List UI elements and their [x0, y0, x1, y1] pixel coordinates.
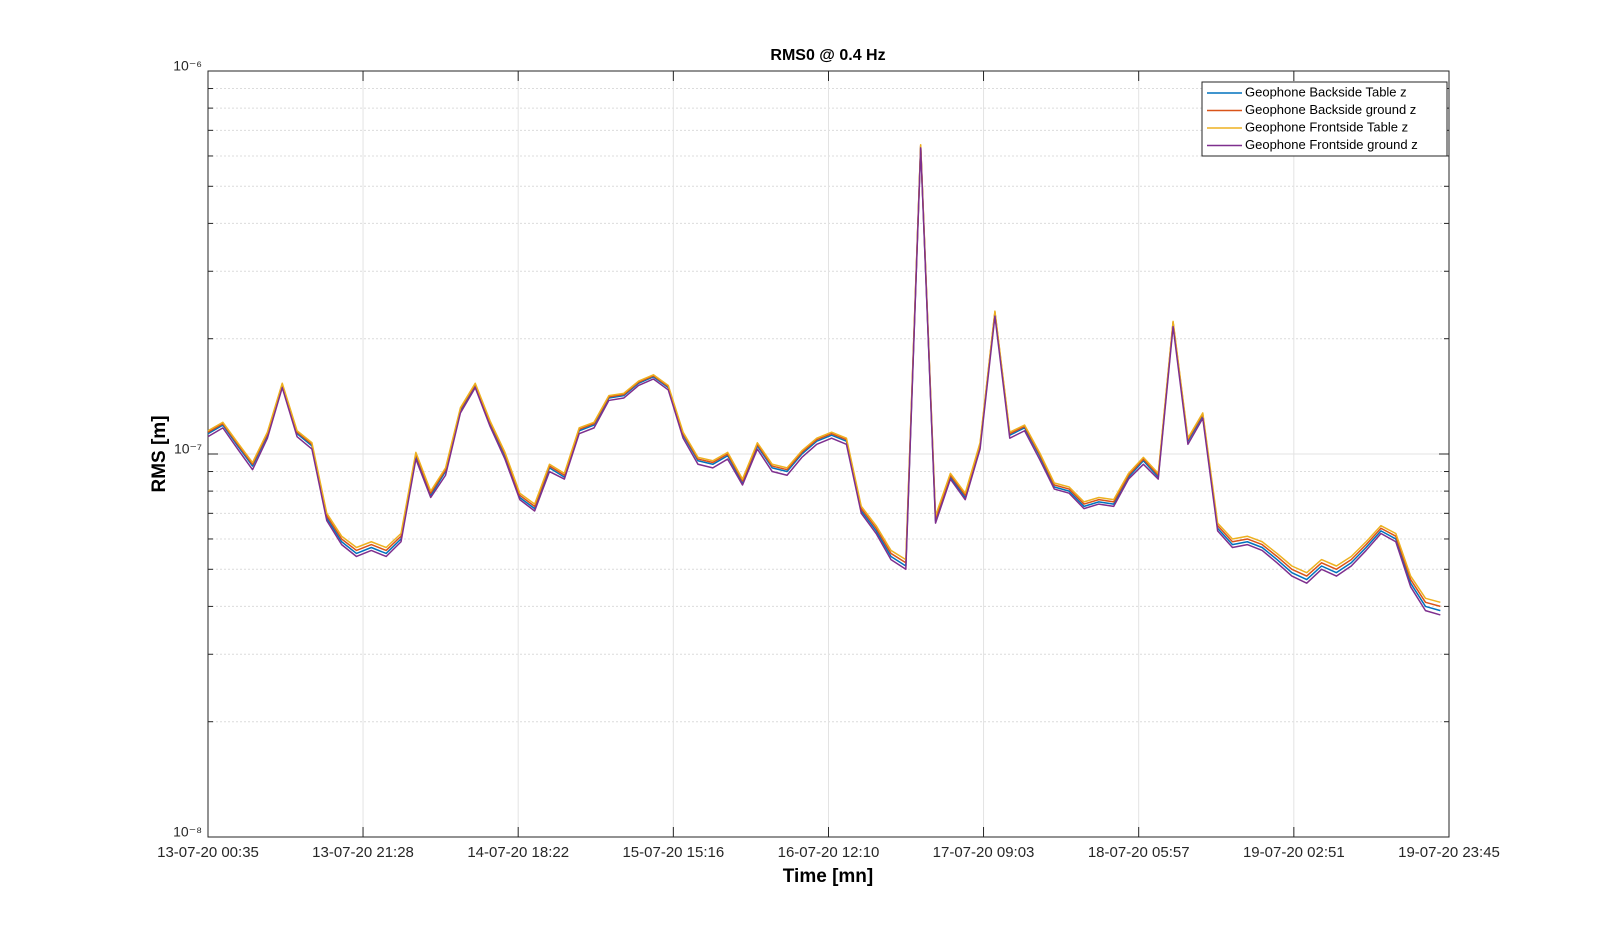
y-axis-label: RMS [m]	[149, 415, 170, 492]
legend-box	[1201, 81, 1448, 157]
legend-label: Geophone Backside Table z	[1245, 84, 1407, 99]
y-tick-label: 10⁻⁷	[174, 441, 202, 457]
x-tick-label: 13-07-20 21:28	[312, 844, 414, 861]
chart-title: RMS0 @ 0.4 Hz	[770, 47, 885, 64]
x-tick-label: 14-07-20 18:22	[467, 844, 569, 861]
x-tick-label: 15-07-20 15:16	[622, 844, 724, 861]
x-tick-label: 19-07-20 02:51	[1243, 844, 1345, 861]
series-line	[207, 147, 1441, 616]
legend-label: Geophone Frontside ground z	[1245, 137, 1418, 152]
x-tick-label: 13-07-20 00:35	[157, 844, 259, 861]
plot-frame	[207, 70, 1450, 838]
x-axis-label: Time [mn]	[783, 866, 873, 887]
x-tick-label: 19-07-20 23:45	[1398, 844, 1500, 861]
y-tick-label: 10⁻⁶	[173, 58, 202, 74]
series-line	[207, 144, 1441, 608]
x-tick-label: 17-07-20 09:03	[933, 844, 1035, 861]
y-tick-label: 10⁻⁸	[173, 824, 202, 840]
legend-label: Geophone Backside ground z	[1245, 102, 1416, 117]
legend: Geophone Backside Table z Geophone Backsi…	[1201, 81, 1448, 157]
legend-label: Geophone Frontside Table z	[1245, 119, 1408, 134]
x-tick-label: 16-07-20 12:10	[778, 844, 880, 861]
series-line	[207, 143, 1441, 604]
x-tick-label: 18-07-20 05:57	[1088, 844, 1190, 861]
